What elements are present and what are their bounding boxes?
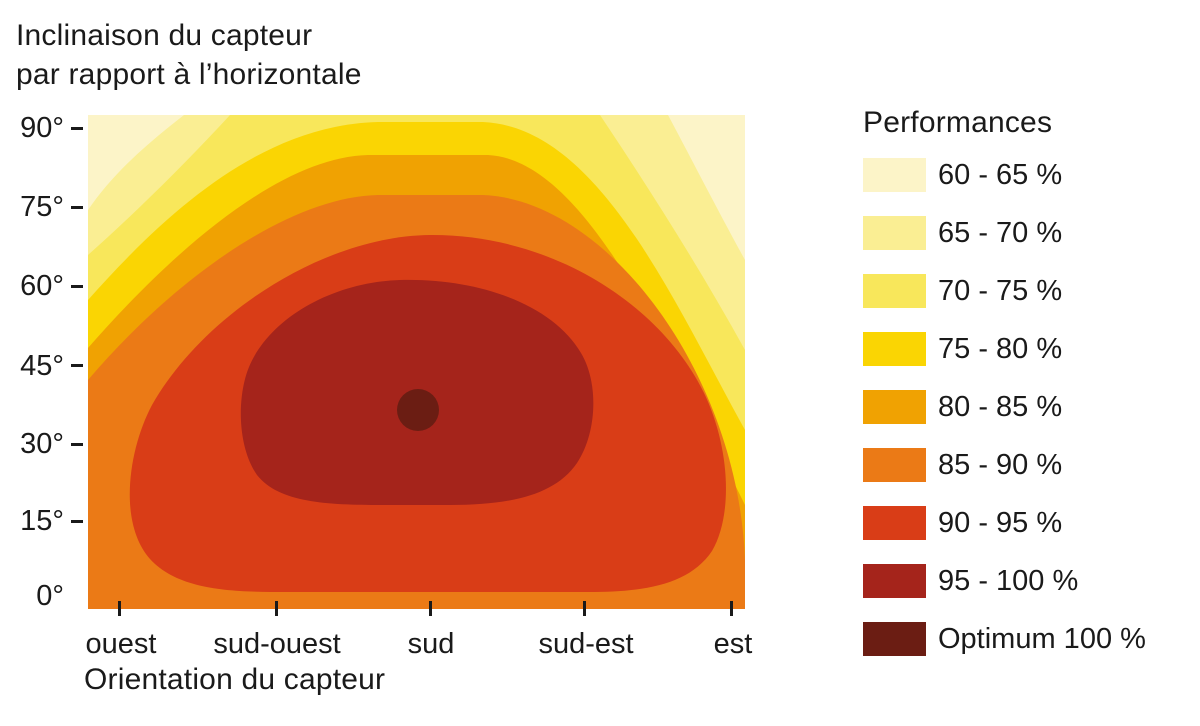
x-axis-tick-label-sud-est: sud-est: [538, 628, 634, 660]
x-axis-tick-mark: [118, 601, 121, 616]
x-axis-tick-label-sud: sud: [407, 628, 455, 660]
legend-swatch-90-95: [863, 506, 926, 540]
legend-swatch-95-100: [863, 564, 926, 598]
y-axis-tick-mark: [71, 520, 83, 523]
x-axis-tick-label-ouest: ouest: [85, 628, 157, 660]
legend-label-optimum: Optimum 100 %: [938, 623, 1146, 655]
legend-label-85-90: 85 - 90 %: [938, 449, 1063, 481]
y-axis-tick-mark: [71, 206, 83, 209]
legend-label-65-70: 65 - 70 %: [938, 217, 1063, 249]
contour-plot-svg: [88, 115, 745, 609]
x-axis-tick-mark: [275, 601, 278, 616]
legend-title: Performances: [863, 106, 1053, 139]
y-axis-tick-label-60: 60°: [20, 270, 64, 302]
legend-swatch-75-80: [863, 332, 926, 366]
legend-label-90-95: 90 - 95 %: [938, 507, 1063, 539]
y-axis-tick-label-15: 15°: [20, 505, 64, 537]
legend-swatch-60-65: [863, 158, 926, 192]
y-axis-tick-mark: [71, 364, 83, 367]
legend-label-80-85: 80 - 85 %: [938, 391, 1063, 423]
contour-plot: [88, 115, 745, 609]
y-axis-tick-label-45: 45°: [20, 350, 64, 382]
x-axis-title: Orientation du capteur: [84, 663, 386, 696]
x-axis-tick-label-sud-ouest: sud-ouest: [213, 628, 341, 660]
x-axis-tick-mark: [429, 601, 432, 616]
y-axis-title: Inclinaison du capteur par rapport à l’h…: [16, 16, 362, 94]
x-axis-tick-mark: [583, 601, 586, 616]
legend-swatch-optimum: [863, 622, 926, 656]
y-axis-title-line1: Inclinaison du capteur: [16, 19, 313, 52]
y-axis-tick-mark: [71, 127, 83, 130]
legend-swatch-80-85: [863, 390, 926, 424]
legend-swatch-70-75: [863, 274, 926, 308]
y-axis-tick-mark: [71, 285, 83, 288]
y-axis-tick-label-90: 90°: [20, 112, 64, 144]
y-axis-tick-label-0: 0°: [36, 580, 64, 612]
legend-label-70-75: 70 - 75 %: [938, 275, 1063, 307]
optimum-dot: [397, 389, 439, 431]
y-axis-tick-mark: [71, 443, 83, 446]
legend-label-75-80: 75 - 80 %: [938, 333, 1063, 365]
y-axis-tick-label-75: 75°: [20, 191, 64, 223]
y-axis-title-line2: par rapport à l’horizontale: [16, 58, 362, 91]
legend-swatch-65-70: [863, 216, 926, 250]
x-axis-tick-label-est: est: [713, 628, 753, 660]
legend-label-95-100: 95 - 100 %: [938, 565, 1079, 597]
y-axis-tick-label-30: 30°: [20, 428, 64, 460]
x-axis-tick-mark: [730, 601, 733, 616]
legend-label-60-65: 60 - 65 %: [938, 159, 1063, 191]
legend-swatch-85-90: [863, 448, 926, 482]
